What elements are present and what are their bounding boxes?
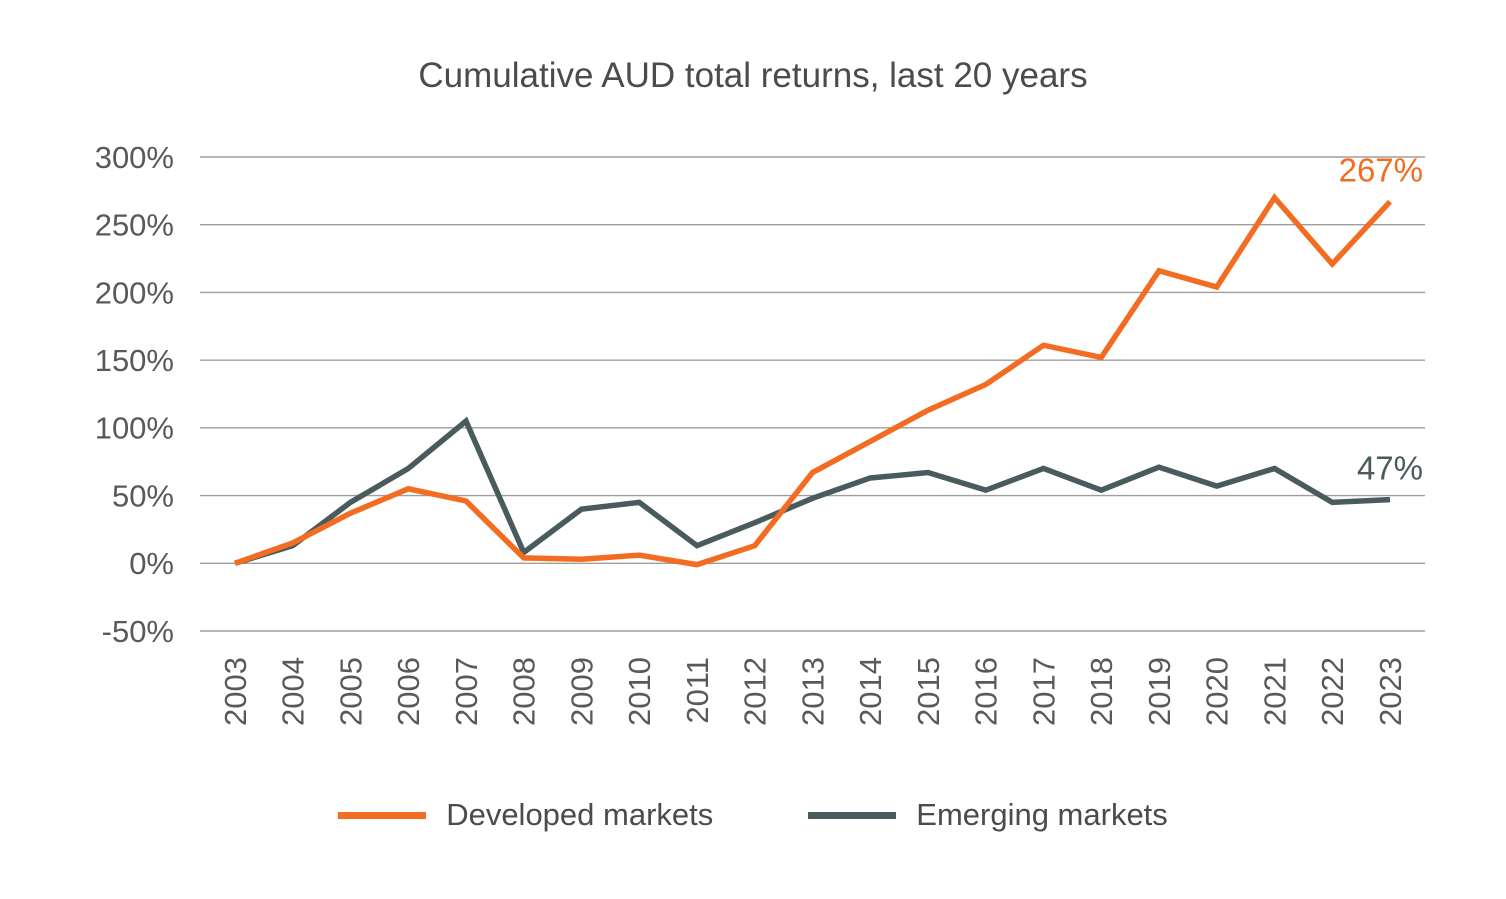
- x-axis-tick-label: 2010: [622, 657, 657, 726]
- x-axis-tick-label: 2007: [449, 657, 484, 726]
- x-axis-tick-label: 2020: [1200, 657, 1235, 726]
- line-chart: 300% 250% 200% 150% 100% 50% 0% -50% 2003 2004 200…: [95, 140, 1425, 726]
- chart-title: Cumulative AUD total returns, last 20 ye…: [418, 56, 1088, 95]
- legend-label-emerging-markets: Emerging markets: [916, 797, 1168, 832]
- emerging-markets-line-swatch: [808, 811, 897, 819]
- x-axis-tick-label: 2015: [911, 657, 946, 726]
- x-axis-tick-label: 2005: [333, 657, 368, 726]
- y-axis-tick-label: 300%: [95, 140, 174, 175]
- series-line-developed-markets: [234, 193, 1393, 568]
- legend-item-emerging-markets: Emerging markets: [808, 797, 1168, 833]
- x-axis-tick-label: 2012: [738, 657, 773, 726]
- x-axis-tick-label: 2008: [507, 657, 542, 726]
- x-axis-tick-label: 2016: [969, 657, 1004, 726]
- series-end-label-developed-markets: 267%: [1339, 152, 1423, 189]
- x-axis-tick-label: 2011: [680, 657, 715, 724]
- x-axis-tick-label: 2006: [391, 657, 426, 726]
- series-end-label-emerging-markets: 47%: [1357, 450, 1423, 487]
- x-axis-tick-label: 2023: [1373, 657, 1408, 726]
- y-axis-tick-label: 0%: [129, 546, 174, 581]
- x-axis-tick-label: 2013: [795, 657, 830, 726]
- legend-label-developed-markets: Developed markets: [446, 797, 714, 832]
- x-axis-tick-label: 2017: [1026, 657, 1061, 726]
- series-line-emerging-markets: [234, 416, 1391, 566]
- x-axis-tick-label: 2019: [1142, 657, 1177, 726]
- x-axis-tick-label: 2009: [564, 657, 599, 726]
- y-axis-tick-label: 50%: [112, 478, 174, 513]
- developed-markets-line-swatch: [338, 811, 427, 819]
- y-axis-tick-label: 100%: [95, 411, 174, 446]
- x-axis-tick-label: 2021: [1257, 657, 1292, 726]
- y-axis-tick-label: -50%: [102, 614, 174, 649]
- x-axis-tick-label: 2014: [853, 657, 888, 726]
- x-axis-tick-label: 2022: [1315, 657, 1350, 726]
- chart-legend: Developed markets Emerging markets: [0, 797, 1506, 833]
- y-axis-tick-label: 150%: [95, 343, 174, 378]
- legend-item-developed-markets: Developed markets: [338, 797, 713, 833]
- x-axis-tick-label: 2004: [276, 657, 311, 726]
- x-axis-tick-label: 2018: [1084, 657, 1119, 726]
- y-axis-tick-label: 250%: [95, 208, 174, 243]
- x-axis-tick-label: 2003: [218, 657, 253, 726]
- y-axis-tick-label: 200%: [95, 275, 174, 310]
